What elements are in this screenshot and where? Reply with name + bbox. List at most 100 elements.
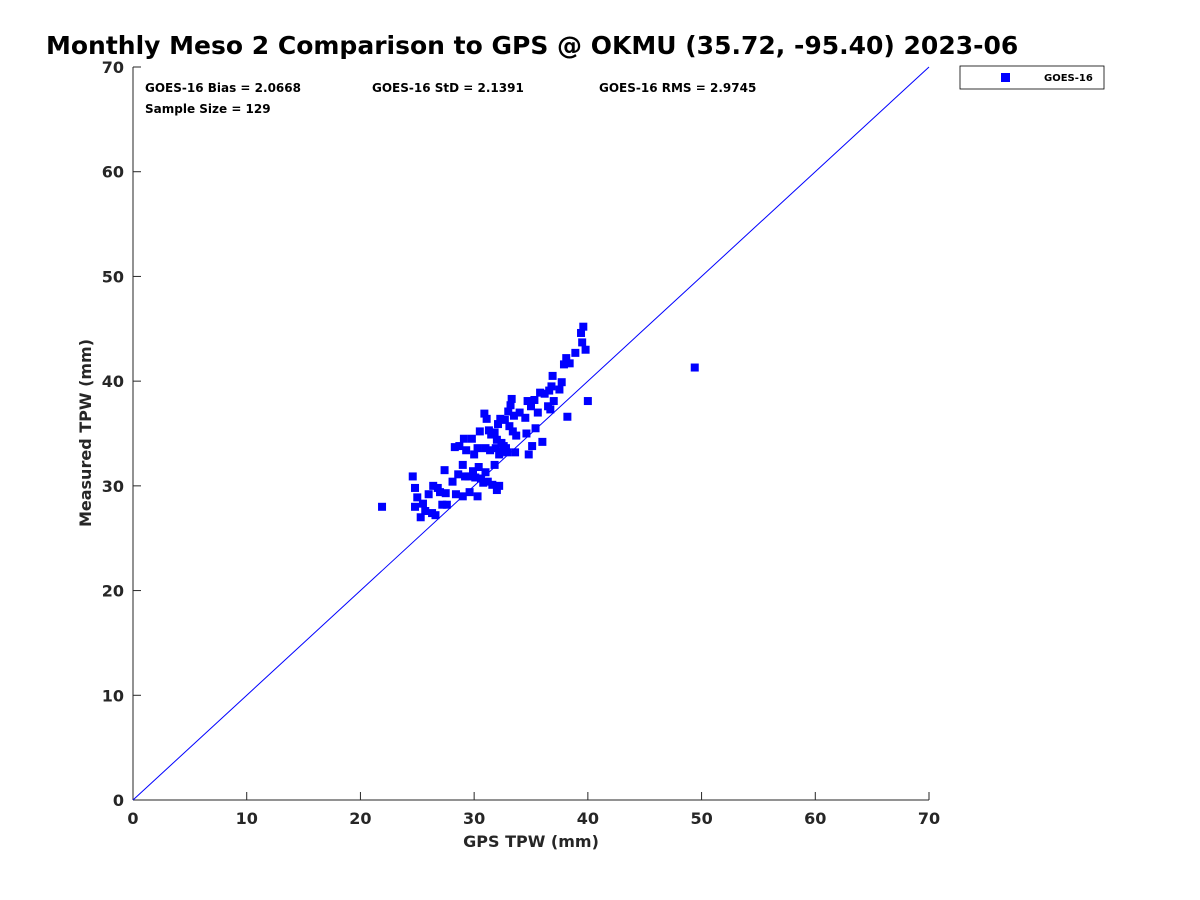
data-point	[578, 338, 587, 347]
data-point	[494, 420, 503, 429]
data-point	[507, 394, 516, 403]
data-point	[577, 328, 586, 337]
data-point	[458, 460, 467, 469]
chart-title: Monthly Meso 2 Comparison to GPS @ OKMU …	[46, 31, 1018, 60]
x-tick-label: 40	[577, 809, 599, 828]
data-point	[421, 506, 430, 515]
data-point	[454, 470, 463, 479]
data-point	[418, 499, 427, 508]
data-point	[530, 395, 539, 404]
data-point	[481, 444, 490, 453]
data-point	[440, 466, 449, 475]
data-point	[690, 363, 699, 372]
y-tick-label: 30	[102, 477, 124, 496]
data-point	[486, 446, 495, 455]
data-point	[563, 412, 572, 421]
data-point	[512, 431, 521, 440]
data-point	[501, 444, 510, 453]
data-point	[492, 486, 501, 495]
legend-box	[959, 65, 1105, 90]
data-point	[579, 322, 588, 331]
x-tick-label: 50	[690, 809, 712, 828]
data-point	[469, 467, 478, 476]
data-point	[470, 450, 479, 459]
data-point	[413, 493, 422, 502]
data-point	[451, 490, 460, 499]
data-point	[458, 492, 467, 501]
data-point	[416, 513, 425, 522]
data-point	[473, 444, 482, 453]
data-point	[431, 511, 440, 520]
data-point	[433, 483, 442, 492]
data-point	[378, 502, 387, 511]
data-point	[496, 414, 505, 423]
data-point	[495, 481, 504, 490]
data-point	[511, 448, 520, 457]
legend: GOES-16	[959, 65, 1105, 90]
data-point	[533, 408, 542, 417]
data-point	[583, 397, 592, 406]
legend-marker-goes-16	[1001, 73, 1010, 82]
y-tick-label: 0	[113, 791, 124, 810]
data-point	[549, 397, 558, 406]
data-point	[504, 407, 513, 416]
data-point	[524, 450, 533, 459]
data-point	[528, 442, 537, 451]
data-point	[411, 502, 420, 511]
data-point	[546, 405, 555, 414]
data-point	[523, 397, 532, 406]
data-point	[476, 474, 485, 483]
x-tick-label: 10	[236, 809, 258, 828]
data-point	[522, 429, 531, 438]
x-tick-label: 60	[804, 809, 826, 828]
data-point	[455, 442, 464, 451]
data-point	[555, 385, 564, 394]
data-point	[515, 408, 524, 417]
data-point	[442, 500, 451, 509]
data-point	[562, 354, 571, 363]
data-point	[527, 402, 535, 411]
one-to-one-line	[132, 66, 930, 801]
data-point	[491, 444, 500, 453]
data-point	[521, 413, 530, 422]
data-point	[500, 415, 509, 424]
y-tick-label: 10	[102, 686, 124, 705]
data-point	[429, 481, 438, 490]
data-point	[545, 386, 554, 395]
y-tick-label: 20	[102, 582, 124, 601]
data-point	[473, 492, 482, 501]
data-point	[571, 348, 580, 357]
data-point	[408, 472, 417, 481]
data-point	[471, 473, 480, 482]
bias-stat: GOES-16 Bias = 2.0668	[145, 81, 301, 95]
legend-label-goes-16: GOES-16	[1044, 73, 1093, 84]
data-point	[448, 477, 457, 486]
data-point	[557, 378, 566, 387]
x-tick-label: 30	[463, 809, 485, 828]
data-point	[441, 489, 450, 498]
data-point	[490, 428, 499, 437]
data-point	[531, 424, 540, 433]
data-point	[474, 463, 483, 472]
data-point	[459, 434, 468, 443]
x-tick-label: 0	[127, 809, 138, 828]
y-tick-label: 60	[102, 163, 124, 182]
data-point	[465, 488, 474, 497]
data-point	[462, 446, 471, 455]
data-point	[503, 448, 512, 457]
data-point	[490, 460, 499, 469]
data-point	[436, 488, 445, 497]
data-point	[547, 382, 556, 391]
data-point	[450, 443, 459, 452]
data-point	[581, 345, 590, 354]
data-point	[480, 409, 489, 418]
x-tick-label: 20	[349, 809, 371, 828]
y-tick-label: 70	[102, 58, 124, 77]
data-point	[467, 434, 476, 443]
data-point	[538, 437, 547, 446]
y-tick-label: 40	[102, 372, 124, 391]
data-point	[492, 435, 501, 444]
data-point	[479, 478, 488, 487]
data-point	[483, 477, 492, 486]
